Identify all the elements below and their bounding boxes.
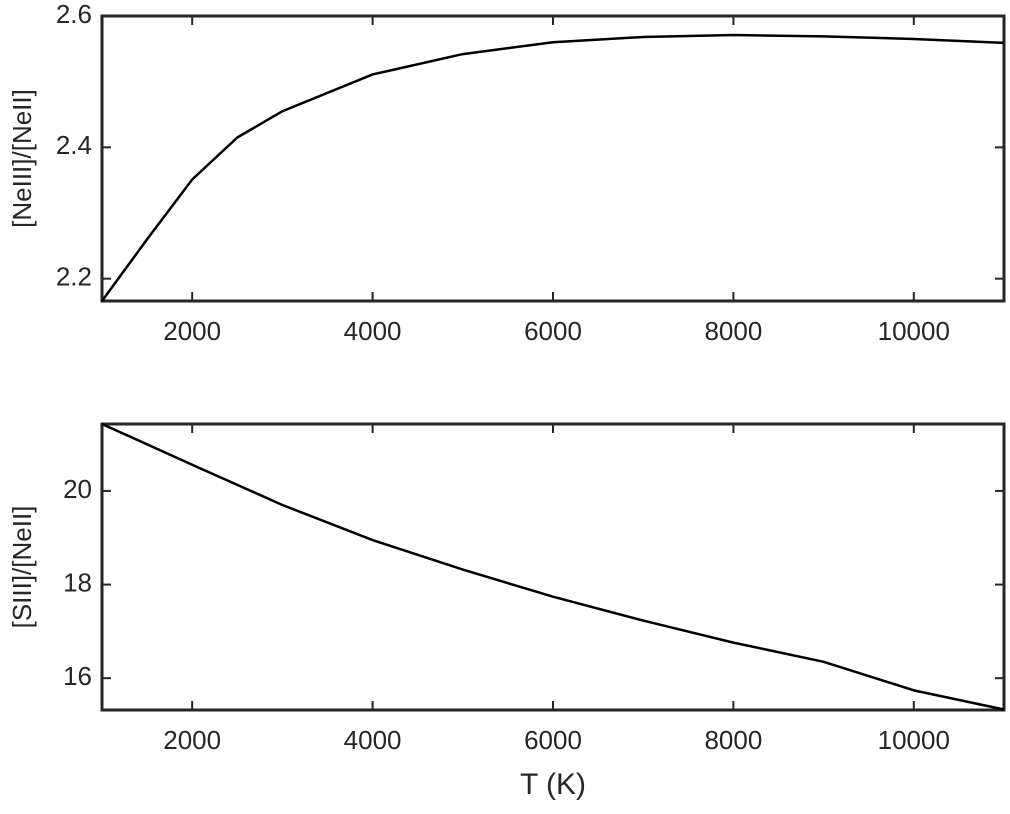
x-tick-label: 4000 [344,725,402,755]
x-tick-label: 6000 [524,725,582,755]
x-tick-label: 10000 [878,725,950,755]
data-line [100,33,1005,302]
x-tick-label: 8000 [704,725,762,755]
y-tick-label: 18 [63,567,92,597]
y-tick-label: 2.2 [56,262,92,292]
plot-area [100,14,1006,303]
x-tick-label: 2000 [163,725,221,755]
x-tick-label: 4000 [344,316,402,346]
data-line [101,422,1005,711]
y-axis-label: [NeIII]/[NeII] [7,89,37,228]
y-tick-label: 2.4 [56,130,92,160]
y-axis-label: [SIII]/[NeII] [7,506,37,629]
plot-area [100,422,1006,712]
x-tick-label: 8000 [704,316,762,346]
x-tick-label: 10000 [878,316,950,346]
y-tick-label: 16 [63,661,92,691]
x-tick-label: 2000 [163,316,221,346]
y-tick-label: 2.6 [56,0,92,29]
x-axis-label: T (K) [520,768,586,801]
y-tick-label: 20 [63,474,92,504]
x-tick-label: 6000 [524,316,582,346]
